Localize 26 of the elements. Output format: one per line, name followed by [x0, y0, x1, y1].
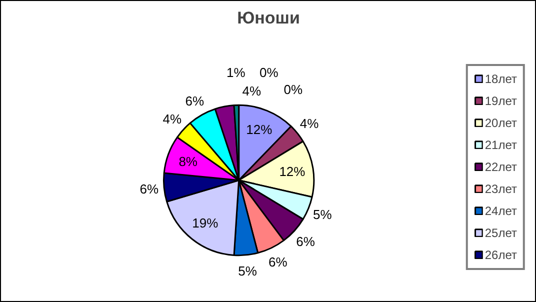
data-label: 6% — [185, 94, 204, 109]
legend-label: 24лет — [484, 204, 517, 218]
data-label: 6% — [296, 234, 316, 249]
legend-label: 26лет — [484, 248, 517, 262]
data-label: 12% — [279, 164, 306, 180]
data-label: 4% — [162, 112, 182, 127]
legend-label: 18лет — [484, 72, 517, 86]
chart-title: Юноши — [237, 8, 300, 28]
legend-label: 19лет — [484, 94, 517, 108]
text: 0% — [259, 65, 278, 80]
data-label: 12% — [246, 122, 273, 138]
legend-label: 22лет — [484, 160, 517, 174]
data-label: 19% — [192, 215, 219, 230]
legend-label: 25лет — [484, 226, 517, 240]
data-label: 6% — [268, 254, 288, 270]
legend-label: 20лет — [484, 116, 517, 130]
data-label: 5% — [238, 263, 258, 278]
data-label: 5% — [312, 206, 332, 222]
data-label: 8% — [178, 154, 198, 169]
legend-label: 21лет — [484, 138, 517, 152]
text: 0% — [284, 82, 303, 98]
legend-label: 23лет — [484, 182, 517, 196]
data-label: 1% — [226, 65, 246, 80]
data-label: 6% — [140, 181, 159, 196]
data-label: 4% — [300, 116, 320, 132]
data-label: 4% — [242, 84, 262, 99]
